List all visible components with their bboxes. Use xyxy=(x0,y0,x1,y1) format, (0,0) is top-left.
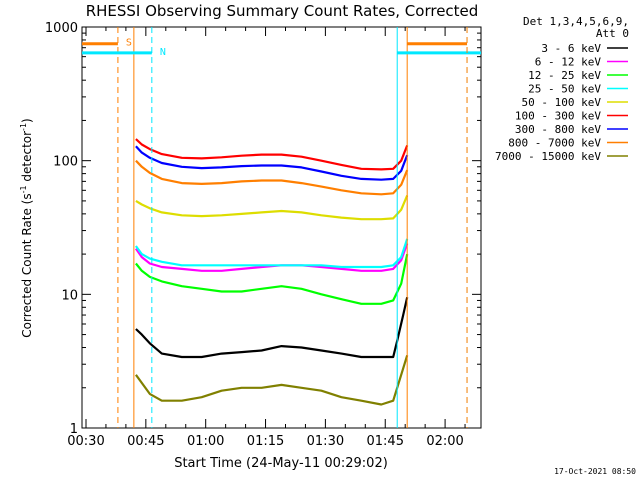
series-line xyxy=(135,145,409,181)
y-tick-label: 1 xyxy=(70,422,78,437)
x-tick-label: 02:00 xyxy=(426,434,463,449)
legend-label: 800 - 7000 keV xyxy=(508,137,601,150)
x-tick-label: 00:45 xyxy=(127,434,164,449)
legend-label: 12 - 25 keV xyxy=(528,69,601,82)
series-line xyxy=(135,253,409,305)
marker-label: N xyxy=(160,47,166,58)
x-tick-label: 01:30 xyxy=(307,434,344,449)
y-tick-label: 1000 xyxy=(45,21,78,36)
series-line xyxy=(135,354,409,406)
y-tick-label: 100 xyxy=(53,155,78,170)
legend-title-1: Det 1,3,4,5,6,9, xyxy=(523,15,629,28)
legend-label: 3 - 6 keV xyxy=(541,42,601,55)
plot-frame xyxy=(81,26,482,429)
legend-label: 300 - 800 keV xyxy=(515,123,601,136)
series-line xyxy=(135,159,409,196)
attenuator-markers: SN xyxy=(82,27,481,428)
x-axis-label: Start Time (24-May-11 00:29:02) xyxy=(174,456,388,471)
series-line xyxy=(135,297,409,359)
legend-label: 25 - 50 keV xyxy=(528,83,601,96)
y-axis-label: Corrected Count Rate (s-1 detector-1) xyxy=(19,118,34,337)
x-tick-label: 01:15 xyxy=(247,434,284,449)
legend-label: 7000 - 15000 keV xyxy=(495,150,601,163)
legend-label: 6 - 12 keV xyxy=(535,56,602,69)
x-tick-label: 01:00 xyxy=(187,434,224,449)
legend-title-2: Att 0 xyxy=(596,27,629,40)
chart-title: RHESSI Observing Summary Count Rates, Co… xyxy=(86,2,479,20)
series-line xyxy=(135,238,409,269)
series-line xyxy=(135,194,409,221)
series-group xyxy=(134,138,409,406)
x-tick-label: 00:30 xyxy=(67,434,104,449)
axis-ticks: 00:30 00:45 01:00 01:15 01:30 01:45 02:00 1 10 10… xyxy=(45,21,481,449)
y-tick-label: 10 xyxy=(61,288,78,303)
footer-timestamp: 17-Oct-2021 08:50 xyxy=(554,467,636,476)
marker-label: S xyxy=(126,38,132,49)
series-line xyxy=(135,138,409,171)
legend-label: 50 - 100 keV xyxy=(522,96,602,109)
legend-label: 100 - 300 keV xyxy=(515,110,601,123)
x-tick-label: 01:45 xyxy=(367,434,404,449)
